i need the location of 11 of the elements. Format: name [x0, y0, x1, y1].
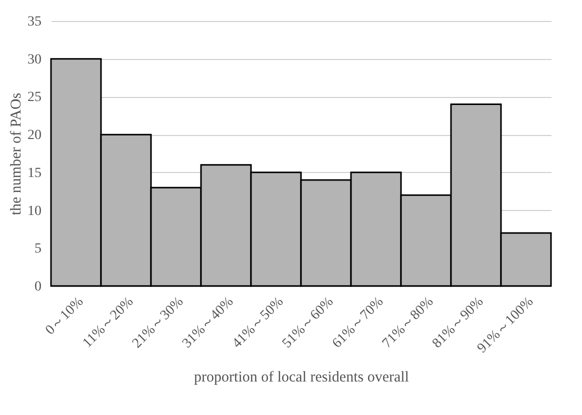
y-tick-label: 30 [28, 52, 42, 68]
x-axis-title: proportion of local residents overall [194, 370, 409, 386]
x-tick-label: 0～10% [43, 294, 87, 338]
y-tick-label: 35 [28, 14, 42, 30]
y-tick-label: 10 [28, 204, 42, 219]
y-tick-label: 20 [28, 128, 42, 144]
y-tick-label: 5 [34, 242, 42, 257]
y-tick-label: 25 [28, 90, 42, 106]
y-tick-label: 0 [34, 280, 42, 294]
y-tick-label: 15 [28, 166, 42, 181]
y-axis-title: the number of PAOs [8, 92, 24, 216]
